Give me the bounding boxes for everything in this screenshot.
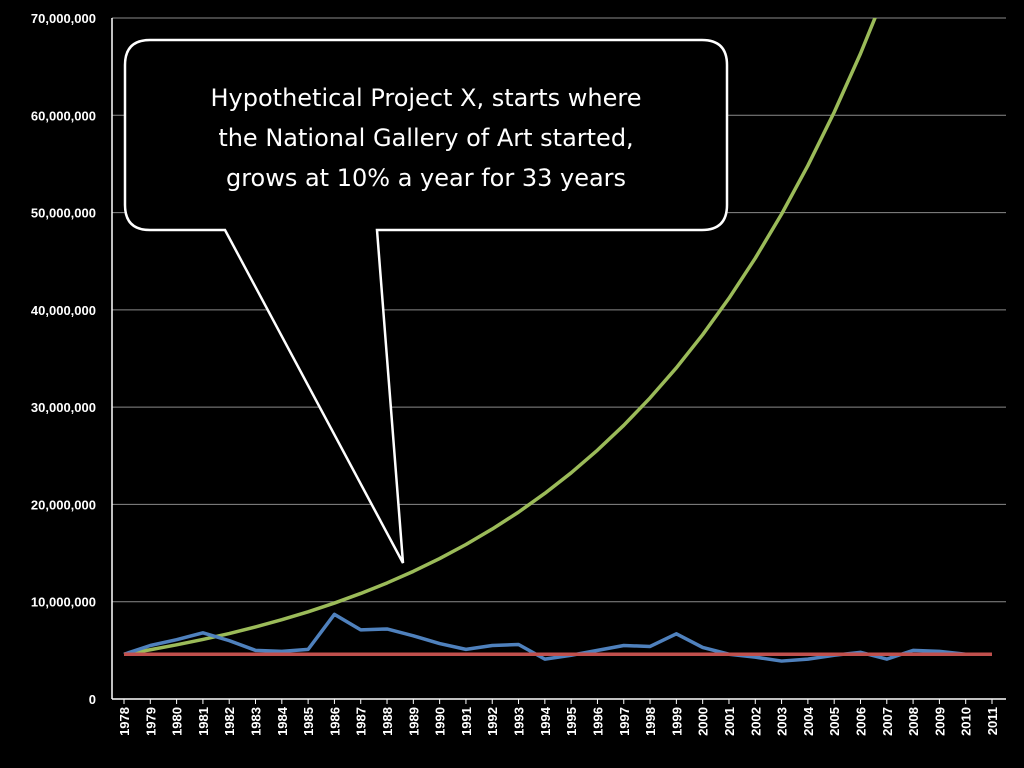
annotation-line: grows at 10% a year for 33 years xyxy=(226,164,626,192)
x-tick-label: 1983 xyxy=(249,707,264,736)
y-tick-label: 40,000,000 xyxy=(31,303,96,318)
x-tick-label: 2011 xyxy=(985,707,1000,735)
x-tick-label: 1980 xyxy=(170,707,185,736)
y-tick-label: 50,000,000 xyxy=(31,206,96,221)
y-tick-label: 10,000,000 xyxy=(31,595,96,610)
x-tick-label: 1989 xyxy=(406,707,421,736)
y-tick-label: 70,000,000 xyxy=(31,11,96,26)
x-tick-label: 1994 xyxy=(538,706,553,736)
x-tick-label: 1978 xyxy=(117,707,132,736)
series-line xyxy=(123,18,877,656)
x-tick-label: 1981 xyxy=(196,707,211,736)
x-tick-label: 2008 xyxy=(906,707,921,736)
x-tick-label: 1999 xyxy=(669,707,684,736)
y-tick-label: 30,000,000 xyxy=(31,400,96,415)
x-tick-label: 1996 xyxy=(590,707,605,736)
annotation-line: the National Gallery of Art started, xyxy=(218,124,633,152)
x-tick-label: 1990 xyxy=(433,707,448,736)
x-tick-label: 1997 xyxy=(617,707,632,736)
x-tick-label: 1988 xyxy=(380,707,395,736)
annotation-line: Hypothetical Project X, starts where xyxy=(210,84,641,112)
y-tick-label: 20,000,000 xyxy=(31,497,96,512)
x-tick-label: 2002 xyxy=(748,707,763,736)
x-tick-label: 1991 xyxy=(459,707,474,736)
x-tick-label: 1985 xyxy=(301,707,316,736)
callout: Hypothetical Project X, starts where the… xyxy=(123,38,729,564)
x-tick-label: 1998 xyxy=(643,707,658,736)
x-tick-label: 2004 xyxy=(801,706,816,736)
y-tick-label: 0 xyxy=(89,692,96,707)
x-tick-label: 1979 xyxy=(143,707,158,736)
x-tick-label: 2001 xyxy=(722,707,737,736)
x-tick-label: 1992 xyxy=(485,707,500,736)
x-tick-label: 2007 xyxy=(880,707,895,736)
callout-bubble xyxy=(123,38,729,564)
x-tick-label: 2000 xyxy=(696,707,711,736)
plot-area xyxy=(123,18,992,663)
y-tick-label: 60,000,000 xyxy=(31,108,96,123)
x-tick-label: 2006 xyxy=(853,707,868,736)
x-tick-label: 1987 xyxy=(354,707,369,736)
x-tick-label: 1986 xyxy=(327,707,342,736)
x-tick-label: 2010 xyxy=(959,707,974,736)
x-tick-label: 2009 xyxy=(932,707,947,736)
x-tick-label: 2003 xyxy=(775,707,790,736)
x-tick-label: 1995 xyxy=(564,707,579,736)
x-tick-label: 1993 xyxy=(512,707,527,736)
x-tick-label: 1982 xyxy=(222,707,237,736)
x-tick-label: 1984 xyxy=(275,706,290,736)
x-tick-label: 2005 xyxy=(827,707,842,736)
